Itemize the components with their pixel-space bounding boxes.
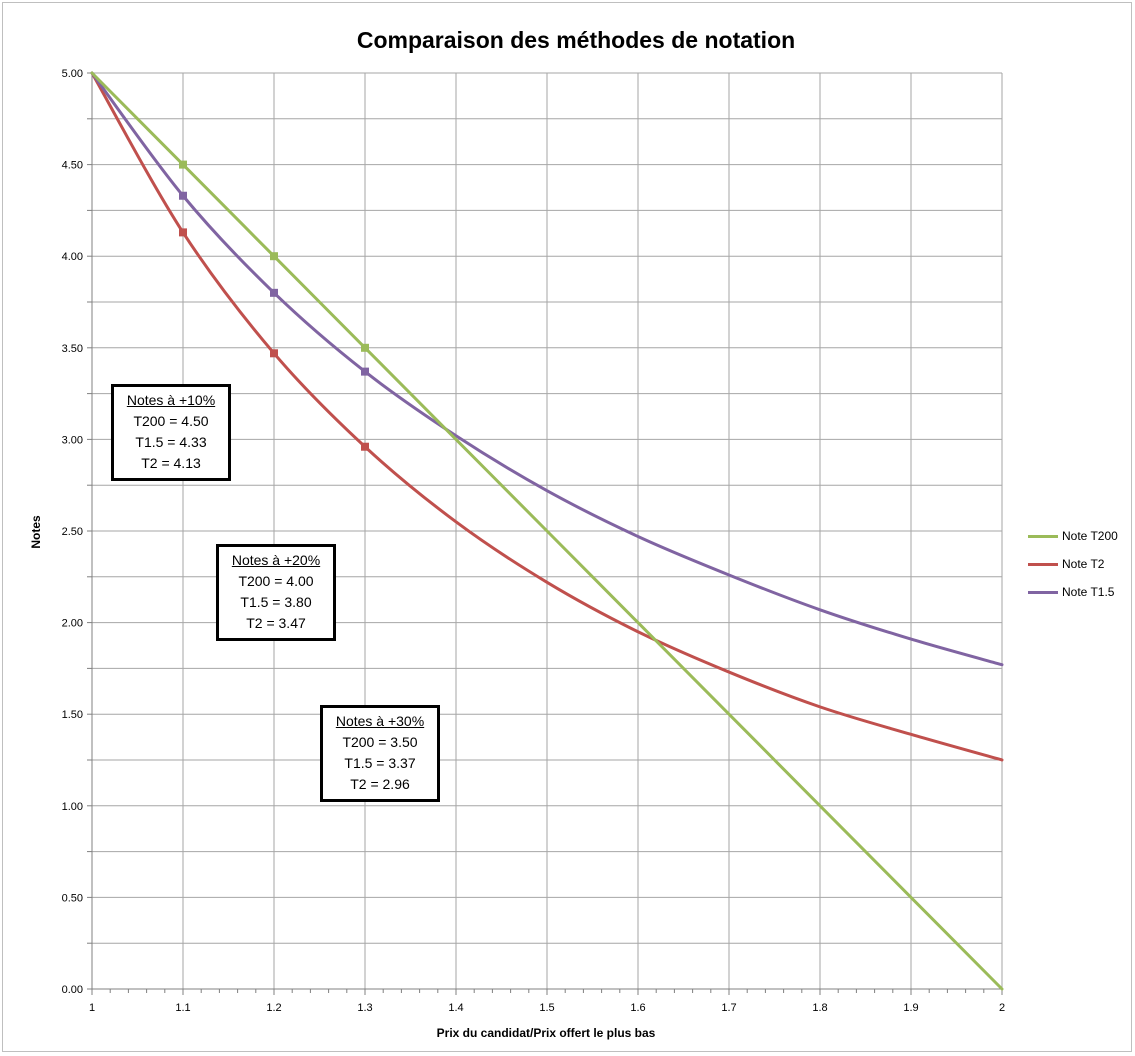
series-line <box>90 71 1004 667</box>
x-tick-label: 1.6 <box>630 1002 645 1014</box>
data-point-marker <box>179 228 187 237</box>
annotation-box-10: Notes à +10% T200 = 4.50 T1.5 = 4.33 T2 … <box>111 384 231 481</box>
y-tick-label: 0.50 <box>62 892 83 904</box>
annotation-line: T200 = 4.50 <box>133 413 209 429</box>
annotation-box-30: Notes à +30% T200 = 3.50 T1.5 = 3.37 T2 … <box>320 705 440 802</box>
annotation-heading: Notes à +10% <box>126 392 216 408</box>
y-tick-label: 2.50 <box>62 526 83 538</box>
x-axis-label: Prix du candidat/Prix offert le plus bas <box>437 1026 656 1040</box>
x-tick-label: 2 <box>999 1002 1005 1014</box>
legend-swatch <box>1028 562 1058 566</box>
annotation-line: T2 = 3.47 <box>246 615 306 631</box>
data-point-marker <box>361 367 369 376</box>
annotation-heading: Notes à +30% <box>335 713 425 729</box>
data-point-marker <box>361 343 369 352</box>
legend-label: Note T2 <box>1062 557 1105 571</box>
y-tick-label: 3.00 <box>62 434 83 446</box>
y-axis-label: Notes <box>29 515 43 549</box>
y-tick-label: 4.50 <box>62 160 83 172</box>
series-layer <box>90 71 1004 991</box>
x-tick-label: 1.1 <box>175 1002 190 1014</box>
x-tick-label: 1.4 <box>448 1002 463 1014</box>
legend-swatch <box>1028 534 1058 538</box>
annotation-line: T2 = 2.96 <box>350 776 410 792</box>
annotation-line: T1.5 = 3.37 <box>344 755 416 771</box>
legend-label: Note T1.5 <box>1062 585 1115 599</box>
x-tick-label: 1.2 <box>266 1002 281 1014</box>
annotation-box-20: Notes à +20% T200 = 4.00 T1.5 = 3.80 T2 … <box>216 544 336 641</box>
y-tick-label: 4.00 <box>62 251 83 263</box>
chart-title: Comparaison des méthodes de notation <box>357 27 795 53</box>
legend-item: Note T2 <box>1028 550 1118 578</box>
annotation-line: T200 = 4.00 <box>238 573 314 589</box>
axis-layer: 0.00 0.50 1.00 1.50 2.00 2.50 3.00 3.50 4.00 4.50… <box>62 68 1005 1014</box>
x-tick-label: 1.7 <box>721 1002 736 1014</box>
y-tick-label: 5.00 <box>62 68 83 80</box>
legend: Note T200 Note T2 Note T1.5 <box>1028 522 1118 606</box>
x-tick-label: 1.5 <box>539 1002 554 1014</box>
annotation-line: T2 = 4.13 <box>141 455 201 471</box>
legend-item: Note T1.5 <box>1028 578 1118 606</box>
data-point-marker <box>270 288 278 297</box>
data-point-marker <box>179 191 187 200</box>
annotation-line: T200 = 3.50 <box>342 734 418 750</box>
x-tick-label: 1.8 <box>812 1002 827 1014</box>
legend-label: Note T200 <box>1062 529 1118 543</box>
data-point-marker <box>270 349 278 358</box>
annotation-heading: Notes à +20% <box>231 552 321 568</box>
x-tick-label: 1.9 <box>903 1002 918 1014</box>
y-tick-label: 1.50 <box>62 709 83 721</box>
data-point-marker <box>270 252 278 261</box>
y-tick-label: 2.00 <box>62 618 83 630</box>
x-tick-label: 1 <box>89 1002 95 1014</box>
y-tick-label: 1.00 <box>62 801 83 813</box>
data-point-marker <box>179 160 187 169</box>
legend-item: Note T200 <box>1028 522 1118 550</box>
series-line <box>90 71 1004 762</box>
data-point-marker <box>361 442 369 451</box>
series-line <box>90 71 1004 991</box>
y-tick-label: 0.00 <box>62 984 83 996</box>
x-tick-label: 1.3 <box>357 1002 372 1014</box>
annotation-line: T1.5 = 4.33 <box>135 434 207 450</box>
legend-swatch <box>1028 590 1058 594</box>
annotation-line: T1.5 = 3.80 <box>240 594 312 610</box>
y-tick-label: 3.50 <box>62 343 83 355</box>
